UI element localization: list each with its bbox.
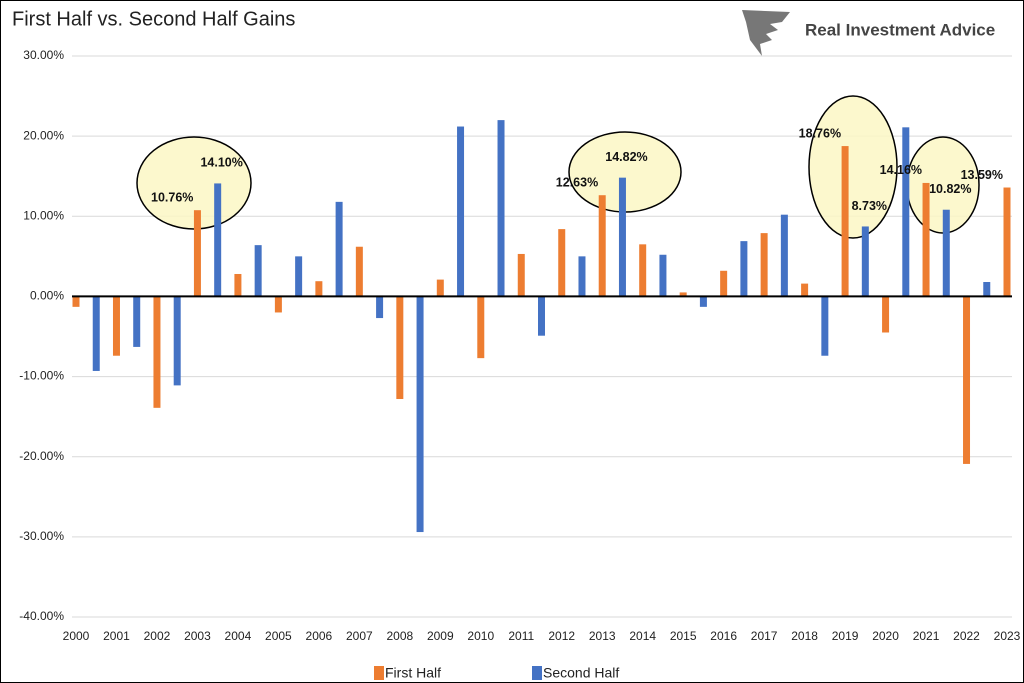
x-tick-label: 2020 — [872, 629, 899, 643]
bar — [963, 296, 971, 464]
bar — [983, 282, 991, 297]
bar — [92, 296, 100, 371]
y-tick-label: -10.00% — [19, 369, 64, 383]
x-tick-label: 2021 — [913, 629, 940, 643]
x-tick-label: 2018 — [791, 629, 818, 643]
data-label: 14.82% — [605, 150, 647, 164]
x-tick-label: 2002 — [144, 629, 171, 643]
bar — [902, 127, 910, 297]
bar — [376, 296, 384, 319]
y-tick-label: 10.00% — [23, 208, 64, 222]
bar — [598, 195, 606, 297]
x-tick-label: 2004 — [225, 629, 252, 643]
bar — [133, 296, 141, 347]
legend-label: First Half — [385, 665, 441, 681]
x-tick-label: 2016 — [710, 629, 737, 643]
bar — [679, 292, 687, 297]
x-tick-label: 2012 — [548, 629, 575, 643]
legend-swatch — [532, 666, 542, 680]
data-label: 12.63% — [556, 176, 598, 190]
data-label: 14.16% — [880, 163, 922, 177]
chart-title: First Half vs. Second Half Gains — [12, 8, 295, 30]
bar — [234, 273, 242, 297]
x-tick-label: 2022 — [953, 629, 980, 643]
x-tick-label: 2003 — [184, 629, 211, 643]
data-label: 14.10% — [200, 156, 242, 170]
bar — [618, 177, 626, 297]
data-label: 13.59% — [961, 168, 1003, 182]
bar — [295, 256, 303, 297]
brand: Real Investment Advice — [805, 20, 995, 39]
bar — [457, 126, 465, 297]
x-tick-label: 2001 — [103, 629, 130, 643]
bar — [72, 296, 80, 307]
legend-label: Second Half — [543, 665, 619, 681]
legend-swatch — [374, 666, 384, 680]
y-tick-label: 30.00% — [23, 48, 64, 62]
bar — [416, 296, 424, 533]
logo-icon — [742, 10, 790, 56]
data-label: 10.76% — [151, 190, 193, 204]
bar — [740, 241, 748, 297]
bar — [780, 214, 788, 297]
x-tick-label: 2000 — [63, 629, 90, 643]
bar — [173, 296, 181, 386]
bar — [760, 233, 768, 297]
bar — [578, 256, 586, 297]
bar — [274, 296, 282, 313]
data-label: 10.82% — [929, 182, 971, 196]
bar — [396, 296, 404, 400]
bar — [214, 183, 222, 297]
x-tick-label: 2011 — [508, 629, 534, 643]
bar — [558, 229, 566, 297]
highlight-ellipses — [136, 95, 980, 239]
bar — [882, 296, 890, 333]
bar — [153, 296, 161, 408]
x-tick-label: 2023 — [994, 629, 1021, 643]
data-label: 18.76% — [799, 126, 841, 140]
bar — [801, 283, 809, 297]
bar — [436, 279, 444, 297]
bar — [497, 120, 505, 297]
y-tick-label: 20.00% — [23, 128, 64, 142]
bar — [112, 296, 120, 356]
x-tick-label: 2007 — [346, 629, 373, 643]
bar — [315, 281, 323, 297]
bar — [335, 201, 343, 297]
bar — [699, 296, 707, 307]
bar — [477, 296, 485, 359]
x-tick-label: 2008 — [386, 629, 413, 643]
bar — [355, 246, 363, 297]
bar — [720, 270, 728, 297]
bar — [821, 296, 829, 356]
x-tick-label: 2006 — [306, 629, 333, 643]
y-tick-label: 0.00% — [30, 289, 64, 303]
bar — [922, 182, 930, 297]
bar — [861, 226, 869, 297]
y-tick-label: -40.00% — [19, 609, 64, 623]
y-tick-label: -20.00% — [19, 449, 64, 463]
x-tick-label: 2014 — [629, 629, 656, 643]
highlight — [808, 95, 898, 239]
bar — [1003, 187, 1011, 297]
bar — [639, 244, 647, 297]
bar — [517, 253, 525, 297]
x-tick-label: 2009 — [427, 629, 454, 643]
x-tick-label: 2019 — [832, 629, 859, 643]
data-label: 8.73% — [852, 199, 887, 213]
bar — [193, 210, 201, 297]
x-tick-label: 2005 — [265, 629, 292, 643]
x-tick-label: 2010 — [467, 629, 494, 643]
x-tick-label: 2013 — [589, 629, 616, 643]
bar — [254, 245, 262, 297]
x-tick-label: 2015 — [670, 629, 697, 643]
y-tick-label: -30.00% — [19, 529, 64, 543]
bar — [841, 146, 849, 297]
bar — [538, 296, 545, 336]
x-tick-label: 2017 — [751, 629, 778, 643]
bar — [942, 209, 950, 297]
bar — [659, 254, 667, 297]
